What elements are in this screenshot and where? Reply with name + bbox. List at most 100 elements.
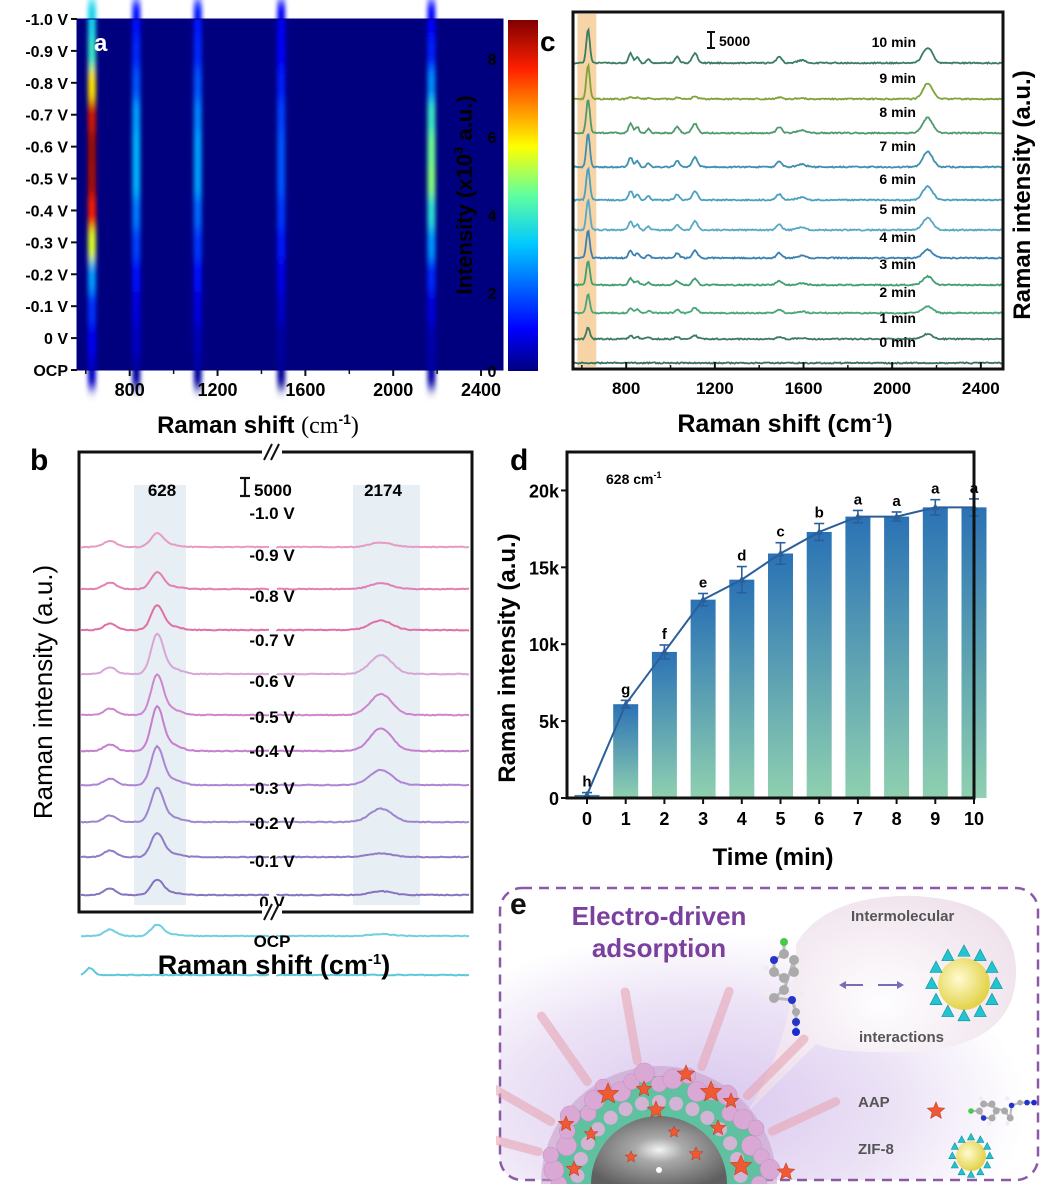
atom [1005,1121,1010,1126]
atom [1005,1096,1010,1101]
series-label: 10 min [872,34,916,50]
spectrum-line [80,531,470,549]
series-label: 2 min [879,284,916,300]
heatmap-cell [193,224,202,261]
series-label: -0.9 V [249,546,295,565]
data-point [660,647,669,655]
heatmap-cell [132,224,141,261]
bar [922,507,948,798]
heatmap-cell [132,160,141,197]
atom [769,967,779,977]
zn-tetrahedron [948,1151,957,1159]
atom [779,985,789,995]
x-tick-label: 10 [964,809,984,829]
spectrum-line [80,704,470,753]
panel-d-ylabel: Raman intensity (a.u.) [494,533,521,782]
atom [792,1028,800,1036]
field-ray [496,1084,556,1126]
heatmap-cell [277,192,286,229]
zn-tetrahedron [966,1170,976,1178]
heatmap-cell [193,256,202,293]
data-point [737,575,746,583]
aap-star [557,1115,575,1132]
aap-star [688,1146,704,1161]
zn-tetrahedron [950,1160,959,1169]
atom [1006,1114,1014,1122]
field-ray [697,986,734,1072]
bar [884,516,910,798]
series-label: 1 min [879,310,916,326]
spectrum-line [573,260,1003,287]
zn-tetrahedron [973,1004,987,1017]
adsorbent-sphere [700,1110,715,1125]
bar [806,531,832,798]
x-tick-label: 2400 [962,379,1000,398]
title-line-2: adsorption [591,933,727,963]
spectrum-line [80,878,470,897]
heatmap-cell [132,32,141,69]
atom [792,1018,800,1026]
aap-star [776,1162,796,1180]
y-tick-label: 0 [549,789,559,809]
spectrum-line [81,744,470,787]
x-tick-label: 7 [853,809,863,829]
adsorbent-sphere [573,1151,588,1166]
significance-letter: h [582,774,591,791]
heatmap-cell [193,192,202,229]
bubble-label-top: Intermolecular [851,908,955,925]
x-tick-label: 1200 [198,380,238,400]
spectrum-line [573,292,1003,315]
field-ray [620,987,642,1066]
heatmap-cell [277,96,286,133]
significance-letter: e [699,574,707,591]
x-tick-label: 4 [737,809,747,829]
bubble-label-bottom: interactions [859,1029,945,1046]
atom [992,1107,1000,1115]
spectrum-line [573,361,1002,365]
spectrum-line [573,326,1003,341]
colorbar-tick-label: 8 [488,52,497,69]
spectrum-line [80,570,470,591]
heatmap-cell [427,160,436,197]
spectrum-line [80,604,470,632]
aap-star [583,1126,599,1141]
heatmap-cell [87,224,96,261]
legend-aap-molecule [968,1096,1037,1126]
heatmap-cell [132,128,141,165]
svg-text:5000: 5000 [719,33,750,49]
heatmap-cell [427,128,436,165]
zif-core [956,1141,986,1171]
y-tick-label: -0.9 V [25,44,68,61]
series-label: -0.3 V [249,779,295,798]
adsorbent-sphere [685,1102,700,1117]
significance-letter: d [737,548,746,565]
atom [978,1096,983,1101]
axis-break-bottom [262,903,282,921]
heatmap-cell [193,160,202,197]
title-line-1: Electro-driven [571,901,747,931]
aap-star [699,1080,723,1102]
heatmap-cell [427,224,436,261]
heatmap-cell [87,32,96,69]
x-tick-label: 2000 [873,379,911,398]
bar [768,553,793,798]
y-tick-label: -0.1 V [25,299,68,316]
series-label: 7 min [879,138,916,154]
series-label: 0 min [879,334,916,350]
heatmap-background [77,19,503,370]
spectrum-line [80,966,470,977]
series-label: -0.4 V [249,742,295,761]
series-label: 4 min [879,229,916,245]
field-ray [767,1097,841,1136]
atom [779,973,789,983]
heatmap-cell [132,64,141,101]
heatmap-cell [427,64,436,101]
adsorbent-sphere [634,1062,655,1084]
zn-tetrahedron [976,1167,985,1176]
legend-star-icon [926,1101,946,1119]
heatmap-cell [193,320,202,357]
series-label: 8 min [879,104,916,120]
colorbar-tick-label: 2 [488,286,497,303]
atom [1001,1107,1009,1115]
panel-d-label: d [510,444,528,477]
